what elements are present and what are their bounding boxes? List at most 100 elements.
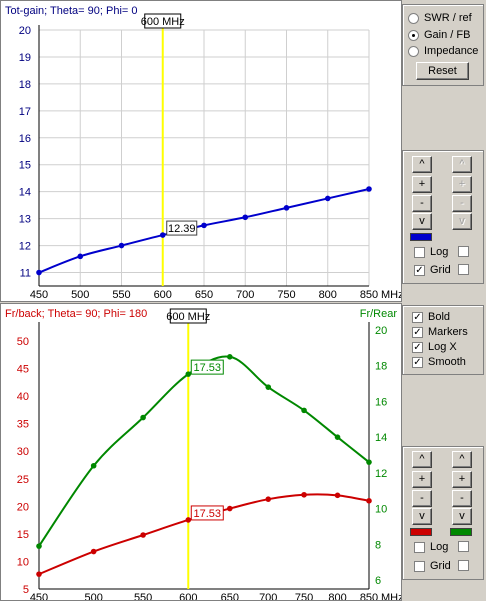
logx-checkbox[interactable]: ✓ Log X: [412, 341, 457, 353]
fb-left-color-swatch[interactable]: [410, 528, 432, 536]
fb-red-series-marker: [334, 492, 341, 499]
smooth-box[interactable]: ✓: [412, 356, 423, 368]
radio-swr-indicator[interactable]: [408, 12, 419, 24]
bold-label: Bold: [428, 311, 451, 323]
fb-x-tick-label: 600: [179, 592, 197, 600]
gain-series-marker: [242, 214, 249, 221]
mode-group: [402, 4, 484, 86]
fb-right-up-button[interactable]: ^: [452, 451, 472, 468]
radio-gain-fb-indicator[interactable]: [408, 29, 419, 41]
gain-right-up-button[interactable]: ^: [452, 156, 472, 173]
radio-impedance-label: Impedance: [424, 45, 479, 57]
gain-scale-up-button[interactable]: ^: [412, 156, 432, 173]
gain-log-right-box[interactable]: [458, 246, 469, 257]
fb-left-plus-button[interactable]: +: [412, 471, 432, 488]
gain-y-tick-label: 11: [20, 268, 31, 280]
fb-right-tick-label: 14: [375, 432, 387, 444]
fb-log-box[interactable]: [414, 541, 425, 553]
fb-green-series-marker: [90, 462, 97, 469]
fb-x-tick-label: 450: [30, 592, 48, 600]
gain-grid-label: Grid: [430, 264, 451, 276]
fb-red-series-marker: [265, 496, 272, 502]
gain-x-tick-label: 650: [195, 289, 213, 301]
fb-right-tick-label: 12: [375, 468, 387, 480]
gain-right-plus-button[interactable]: +: [452, 176, 472, 193]
fb-right-color-swatch[interactable]: [450, 528, 472, 536]
gain-y-tick-label: 20: [19, 25, 31, 37]
front-back-chart-svg: Fr/back; Theta= 90; Phi= 180 Fr/Rear 50 45 4…: [5, 308, 401, 600]
fb-green-series-marker: [366, 459, 372, 465]
display-options-group: [402, 305, 484, 375]
gain-grid-right-box[interactable]: [458, 264, 469, 275]
gain-log-box[interactable]: [414, 246, 425, 258]
fb-red-value-label: 17.53: [194, 508, 222, 520]
gain-grid-box[interactable]: ✓: [414, 264, 425, 276]
gain-right-down-button[interactable]: v: [452, 213, 472, 230]
gain-x-unit: MHz: [381, 289, 401, 301]
gain-y-tick-label: 16: [19, 133, 31, 145]
logx-label: Log X: [428, 341, 457, 353]
fb-right-tick-label: 16: [375, 396, 387, 408]
fb-right-minus-button[interactable]: -: [452, 490, 472, 507]
fb-red-series-marker: [140, 532, 146, 538]
fb-left-tick-label: 45: [17, 364, 29, 376]
radio-impedance-indicator[interactable]: [408, 45, 419, 57]
fb-axis-group: [402, 446, 484, 580]
gain-series-marker: [159, 232, 166, 238]
fb-log-label: Log: [430, 541, 449, 553]
radio-gain-fb-label: Gain / FB: [424, 29, 471, 41]
fb-right-plus-button[interactable]: +: [452, 471, 472, 488]
gain-y-tick-label: 15: [19, 160, 31, 172]
fb-left-tick-label: 5: [23, 584, 29, 596]
gain-color-swatch[interactable]: [410, 233, 432, 241]
gain-x-tick-label: 500: [71, 289, 89, 301]
fb-left-tick-label: 30: [17, 446, 29, 458]
gain-scale-down-button[interactable]: v: [412, 213, 432, 230]
fb-left-tick-label: 40: [17, 391, 29, 403]
fb-log-checkbox[interactable]: Log: [414, 541, 448, 553]
fb-red-value-box: [190, 505, 224, 521]
gain-plot[interactable]: Tot-gain; Theta= 90; Phi= 0 20 19 18 17 16 15 1…: [0, 0, 402, 302]
front-back-plot[interactable]: Fr/back; Theta= 90; Phi= 180 Fr/Rear 50 45 4…: [0, 303, 402, 601]
fb-green-series-marker: [265, 384, 272, 390]
markers-checkbox[interactable]: ✓ Markers: [412, 326, 468, 338]
fb-left-down-button[interactable]: v: [412, 508, 432, 525]
gain-chart-svg: Tot-gain; Theta= 90; Phi= 0 20 19 18 17 16 15 1…: [5, 5, 401, 301]
fb-log-right-box[interactable]: [458, 541, 469, 552]
gain-y-tick-label: 18: [19, 79, 31, 91]
reset-button[interactable]: Reset: [416, 62, 469, 80]
gain-log-checkbox[interactable]: Log: [414, 246, 448, 258]
fb-x-tick-label: 700: [259, 592, 277, 600]
gain-x-tick-label: 750: [277, 289, 295, 301]
fb-left-minus-button[interactable]: -: [412, 490, 432, 507]
fb-right-tick-label: 8: [375, 539, 381, 551]
markers-box[interactable]: ✓: [412, 326, 423, 338]
fb-green-series-marker: [301, 407, 307, 414]
fb-x-tick-label: 650: [221, 592, 239, 600]
gain-grid-checkbox[interactable]: ✓ Grid: [414, 264, 451, 276]
smooth-checkbox[interactable]: ✓ Smooth: [412, 356, 466, 368]
bold-checkbox[interactable]: ✓ Bold: [412, 311, 450, 323]
logx-box[interactable]: ✓: [412, 341, 423, 353]
gain-series-marker: [324, 195, 331, 202]
fb-left-up-button[interactable]: ^: [412, 451, 432, 468]
fb-grid-right-box[interactable]: [458, 560, 469, 571]
gain-right-minus-button[interactable]: -: [452, 195, 472, 212]
fb-left-tick-label: 50: [17, 336, 29, 348]
fb-grid-label: Grid: [430, 560, 451, 572]
fb-left-tick-label: 15: [17, 529, 29, 541]
fb-grid-box[interactable]: [414, 560, 425, 572]
fb-grid-checkbox[interactable]: Grid: [414, 560, 451, 572]
fb-right-tick-label: 10: [375, 504, 387, 516]
radio-impedance[interactable]: Impedance: [408, 45, 478, 57]
bold-box[interactable]: ✓: [412, 311, 423, 323]
gain-plus-button[interactable]: +: [412, 176, 432, 193]
radio-gain-fb[interactable]: Gain / FB: [408, 29, 470, 41]
fb-red-series-marker: [366, 498, 372, 504]
gain-y-tick-label: 19: [19, 52, 31, 64]
radio-swr[interactable]: SWR / ref: [408, 12, 472, 24]
gain-series-marker: [283, 205, 290, 211]
gain-cursor-label: 600 MHz: [141, 16, 185, 28]
gain-minus-button[interactable]: -: [412, 195, 432, 212]
fb-right-down-button[interactable]: v: [452, 508, 472, 525]
